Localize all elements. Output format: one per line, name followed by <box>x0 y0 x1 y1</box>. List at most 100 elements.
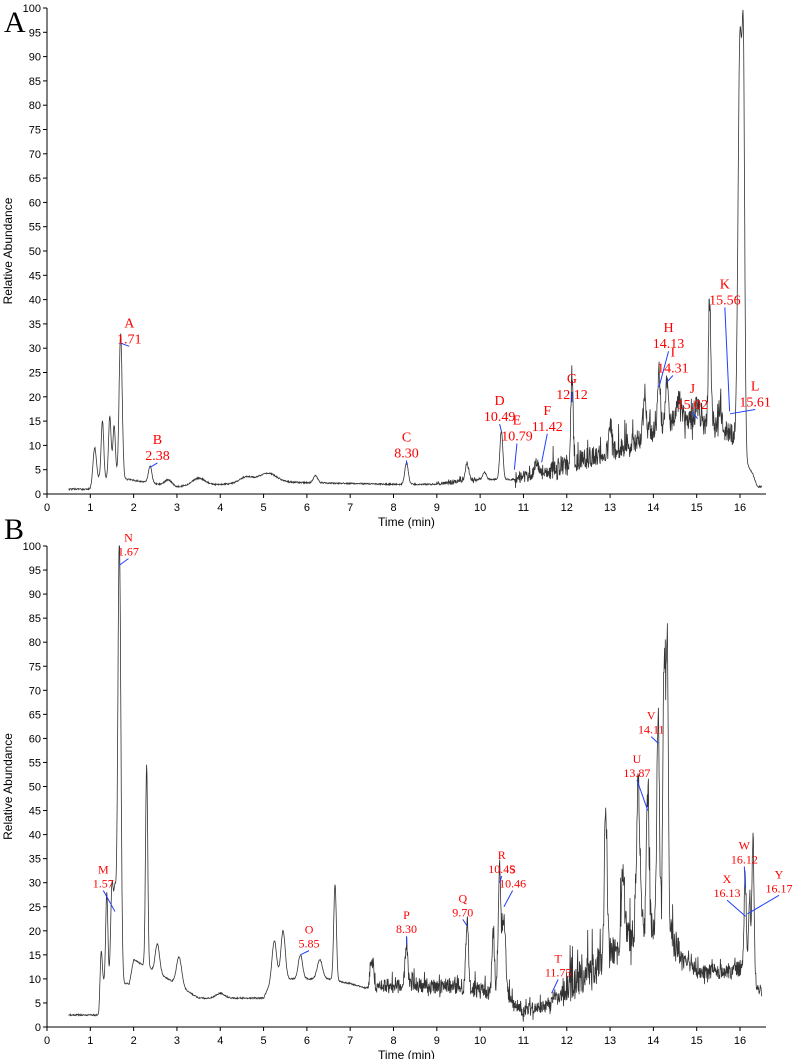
peak-annotation-p: P8.30 <box>396 908 417 946</box>
leader-line <box>691 411 698 419</box>
x-tick-label: 1 <box>87 502 93 514</box>
peak-annotation-n: N1.67 <box>118 531 139 566</box>
peak-rt: 9.70 <box>452 905 473 919</box>
x-tick-label: 14 <box>647 502 659 514</box>
leader-line <box>499 875 503 883</box>
x-tick-label: 6 <box>304 1035 310 1047</box>
peak-annotation-s: S10.46 <box>499 863 526 907</box>
chromatogram-trace <box>68 9 763 492</box>
peak-letter: F <box>543 404 551 419</box>
x-tick-label: 0 <box>44 502 50 514</box>
panel-label-b: B <box>4 513 25 546</box>
peak-letter: N <box>124 531 133 545</box>
y-tick-label: 30 <box>29 878 41 890</box>
peak-annotation-t: T11.75 <box>545 951 571 994</box>
peak-annotation-j: J15.02 <box>677 382 708 419</box>
peak-rt: 14.11 <box>638 723 665 737</box>
x-tick-label: 3 <box>174 1035 180 1047</box>
y-tick-label: 65 <box>29 173 41 185</box>
peak-letter: V <box>647 709 656 723</box>
peak-letter: D <box>495 394 505 409</box>
peak-rt: 1.71 <box>117 332 142 347</box>
peak-rt: 10.46 <box>499 877 526 891</box>
leader-line <box>724 307 731 412</box>
peak-annotation-r: R10.45 <box>488 848 515 883</box>
y-tick-label: 30 <box>29 343 41 355</box>
x-axis-label: Time (min) <box>378 515 435 529</box>
y-tick-label: 100 <box>23 541 41 553</box>
y-tick-label: 70 <box>29 685 41 697</box>
y-tick-label: 55 <box>29 757 41 769</box>
x-tick-label: 15 <box>691 502 703 514</box>
peak-annotation-l: L15.61 <box>729 380 771 415</box>
peak-letter: G <box>567 372 577 387</box>
x-tick-label: 2 <box>131 1035 137 1047</box>
peak-rt: 13.87 <box>623 766 650 780</box>
x-tick-label: 10 <box>474 1035 486 1047</box>
peak-annotation-g: G12.12 <box>556 372 588 403</box>
y-tick-label: 0 <box>35 489 41 501</box>
y-tick-label: 75 <box>29 661 41 673</box>
peak-annotation-a: A1.71 <box>117 316 142 347</box>
leader-line <box>726 899 746 917</box>
peak-annotation-d: D10.49 <box>484 394 515 431</box>
x-tick-label: 11 <box>518 502 529 514</box>
x-tick-label: 4 <box>217 502 223 514</box>
peak-rt: 11.42 <box>532 420 563 435</box>
peak-annotation-y: Y16.17 <box>747 867 792 915</box>
peak-letter: S <box>509 863 516 877</box>
y-tick-label: 10 <box>29 440 41 452</box>
peak-rt: 8.30 <box>396 922 417 936</box>
leader-line <box>499 423 502 431</box>
x-tick-label: 9 <box>434 1035 440 1047</box>
peak-letter: U <box>633 752 642 766</box>
peak-letter: C <box>402 431 411 446</box>
y-tick-label: 40 <box>29 295 41 307</box>
y-tick-label: 45 <box>29 806 41 818</box>
y-tick-label: 45 <box>29 270 41 282</box>
x-tick-label: 4 <box>217 1035 223 1047</box>
x-tick-label: 8 <box>390 502 396 514</box>
peak-annotation-m: M1.57 <box>93 863 116 912</box>
leader-line <box>666 375 674 383</box>
x-tick-label: 0 <box>44 1035 50 1047</box>
peak-annotation-q: Q9.70 <box>452 891 473 927</box>
peak-rt: 1.67 <box>118 545 139 559</box>
peak-rt: 5.85 <box>299 937 320 951</box>
y-tick-label: 65 <box>29 709 41 721</box>
y-axis-label: Relative Abundance <box>1 733 15 840</box>
y-tick-label: 55 <box>29 222 41 234</box>
peak-letter: P <box>403 908 410 922</box>
x-axis-label: Time (min) <box>378 1048 435 1059</box>
leader-line <box>462 919 468 927</box>
y-tick-label: 100 <box>23 3 41 15</box>
peak-rt: 14.31 <box>657 362 689 377</box>
peak-rt: 2.38 <box>145 449 170 464</box>
peak-letter: O <box>305 923 314 937</box>
peak-letter: B <box>153 433 162 448</box>
x-tick-label: 3 <box>174 502 180 514</box>
y-tick-label: 85 <box>29 613 41 625</box>
leader-line <box>650 736 659 744</box>
y-tick-label: 25 <box>29 368 41 380</box>
peak-rt: 15.56 <box>709 293 741 308</box>
chromatogram-a: 0510152025303540455055606570758085909510… <box>1 3 771 529</box>
y-tick-label: 15 <box>29 950 41 962</box>
y-tick-label: 5 <box>35 998 41 1010</box>
y-tick-label: 10 <box>29 974 41 986</box>
leader-line <box>636 779 649 811</box>
x-tick-label: 8 <box>390 1035 396 1047</box>
x-tick-label: 1 <box>87 1035 93 1047</box>
x-tick-label: 14 <box>647 1035 659 1047</box>
peak-letter: E <box>513 414 522 429</box>
y-tick-label: 0 <box>35 1022 41 1034</box>
peak-rt: 1.57 <box>93 877 114 891</box>
peak-annotation-b: B2.38 <box>145 433 170 468</box>
y-tick-label: 50 <box>29 782 41 794</box>
y-tick-label: 20 <box>29 392 41 404</box>
peak-letter: J <box>690 382 696 397</box>
y-tick-label: 50 <box>29 246 41 258</box>
peak-annotation-o: O5.85 <box>299 923 320 956</box>
peak-rt: 10.79 <box>501 430 533 445</box>
x-tick-label: 5 <box>261 502 267 514</box>
